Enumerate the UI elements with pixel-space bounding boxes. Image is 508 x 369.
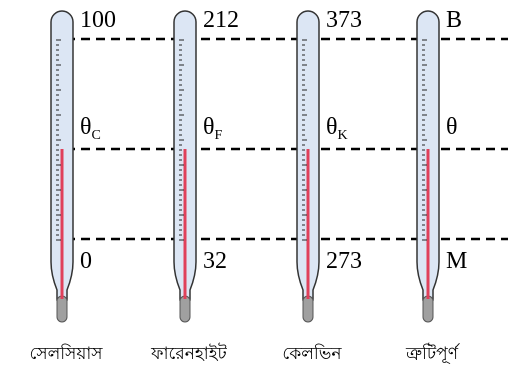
middle-label: θC	[80, 114, 101, 143]
subscript: C	[92, 128, 101, 143]
thermometer: 212 θF 32 ফারেনহাইট	[150, 7, 239, 364]
scale-name: ত্রুটিপূর্ণ	[405, 343, 460, 364]
scale-name: কেলভিন	[282, 343, 342, 364]
top-label: 212	[203, 7, 239, 33]
middle-label: θF	[203, 114, 223, 143]
mercury	[184, 149, 187, 299]
middle-label: θ	[446, 114, 458, 140]
top-label: 100	[80, 7, 116, 33]
theta: θ	[80, 114, 92, 140]
thermometer: 100 θC 0 সেলসিয়াস	[29, 7, 116, 364]
mercury	[61, 149, 64, 299]
diagram: 100θC0সেলসিয়াস212θF32ফারেনহাইট373θK273ক…	[0, 0, 508, 369]
bulb	[57, 296, 67, 322]
theta: θ	[203, 114, 215, 140]
bottom-label: 32	[203, 248, 227, 274]
bottom-label: M	[446, 248, 467, 274]
bulb	[303, 296, 313, 322]
bottom-label: 273	[326, 248, 362, 274]
middle-label: θK	[326, 114, 348, 143]
thermometers: 100θC0সেলসিয়াস212θF32ফারেনহাইট373θK273ক…	[29, 7, 467, 364]
top-label: 373	[326, 7, 362, 33]
bulb	[180, 296, 190, 322]
top-label: B	[446, 7, 462, 33]
subscript: K	[338, 128, 348, 143]
scale-name: সেলসিয়াস	[29, 343, 103, 364]
thermometer: 373 θK 273 কেলভিন	[282, 7, 362, 364]
bottom-label: 0	[80, 248, 92, 274]
thermometer: Bθ M ত্রুটিপূর্ণ	[405, 7, 467, 364]
mercury	[307, 149, 310, 299]
scale-name: ফারেনহাইট	[150, 343, 227, 364]
mercury	[427, 149, 430, 299]
theta: θ	[446, 114, 458, 140]
theta: θ	[326, 114, 338, 140]
bulb	[423, 296, 433, 322]
subscript: F	[215, 128, 223, 143]
